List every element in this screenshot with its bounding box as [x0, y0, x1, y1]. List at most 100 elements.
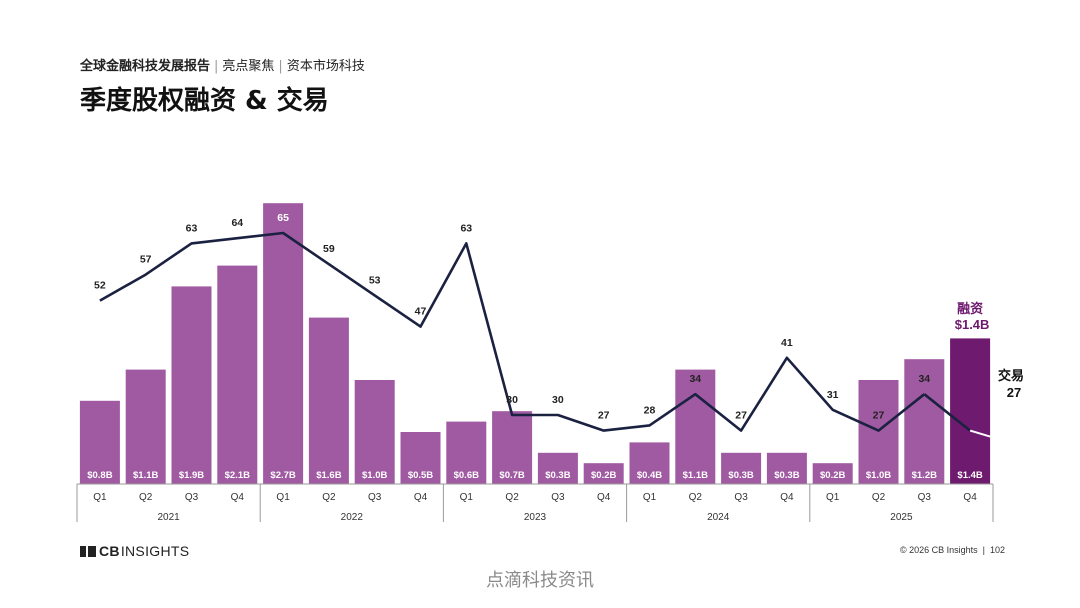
logo-text: INSIGHTS: [120, 543, 190, 559]
funding-bar: [721, 452, 762, 484]
deals-callout-leader: [969, 429, 991, 438]
quarter-tick-label: Q3: [185, 492, 199, 503]
deals-line: [99, 231, 926, 432]
deals-callout-label: 交易: [998, 368, 1024, 384]
funding-bar: [675, 369, 716, 484]
deals-line-last-segment: [923, 393, 971, 432]
deals-callout-value: 27: [1007, 385, 1021, 400]
quarter-tick-label: Q1: [276, 492, 290, 503]
funding-bar: [583, 463, 624, 484]
funding-bar-label: $2.7B: [270, 470, 295, 481]
deal-count-label: 53: [369, 274, 381, 286]
quarter-tick-label: Q3: [734, 492, 748, 503]
deal-count-label: 63: [460, 222, 472, 234]
cb-insights-logo: CB INSIGHTS: [80, 543, 189, 559]
deal-count-label: 27: [598, 410, 610, 422]
year-tick-label: 2021: [157, 512, 180, 523]
deal-count-label: 47: [415, 306, 427, 318]
funding-bar-label: $0.2B: [591, 470, 616, 481]
deal-count-label: 27: [735, 410, 747, 422]
deal-count-label: 30: [552, 394, 564, 406]
funding-bar: [79, 400, 120, 484]
funding-bar: [629, 442, 670, 484]
funding-bar-label: $0.3B: [728, 470, 753, 481]
funding-bar: [171, 286, 212, 484]
funding-bar-label: $1.0B: [866, 470, 891, 481]
page-title: 季度股权融资 & 交易: [80, 86, 329, 116]
funding-bar: [446, 421, 487, 484]
funding-bar: [217, 265, 258, 484]
deal-count-label: 52: [94, 280, 106, 292]
deal-count-label: 65: [277, 212, 289, 224]
year-tick-label: 2025: [890, 512, 913, 523]
quarter-tick-label: Q2: [322, 492, 336, 503]
funding-bar: [308, 317, 349, 484]
funding-bar: [766, 452, 807, 484]
quarter-tick-label: Q1: [826, 492, 840, 503]
funding-bar-label: $0.3B: [545, 470, 570, 481]
deal-count-label: 64: [231, 217, 243, 229]
quarter-tick-label: Q4: [414, 492, 428, 503]
funding-bar-label: $1.2B: [912, 470, 937, 481]
funding-bar-label: $0.3B: [774, 470, 799, 481]
header-separator: |: [214, 59, 219, 74]
funding-bar-label: $0.6B: [454, 470, 479, 481]
header-separator: |: [278, 59, 283, 74]
funding-callout-label: 融资: [957, 301, 983, 317]
funding-bar-label: $1.0B: [362, 470, 387, 481]
quarter-tick-label: Q3: [368, 492, 382, 503]
quarter-tick-label: Q1: [93, 492, 107, 503]
quarter-tick-label: Q4: [780, 492, 794, 503]
funding-bar-label: $0.4B: [637, 470, 662, 481]
deal-count-label: 30: [506, 394, 518, 406]
quarter-tick-label: Q3: [551, 492, 565, 503]
funding-bar: [354, 380, 395, 484]
deal-count-label: 41: [781, 337, 793, 349]
funding-bar: [400, 432, 441, 484]
deal-count-label: 63: [186, 222, 198, 234]
deal-count-label: 34: [689, 373, 701, 385]
quarter-tick-label: Q4: [597, 492, 611, 503]
funding-bar: [904, 359, 945, 484]
page-number: 102: [989, 545, 1005, 555]
deal-count-label: 59: [323, 243, 335, 255]
quarter-tick-label: Q1: [643, 492, 657, 503]
year-tick-label: 2023: [524, 512, 547, 523]
funding-bar: [492, 411, 533, 484]
funding-deals-chart: $0.8B $1.1B $1.9B $2.1B $2.7B $1.6B $1.0B $0.5B…: [76, 203, 1024, 523]
quarter-tick-label: Q4: [231, 492, 245, 503]
funding-bar-label: $1.1B: [683, 470, 708, 481]
quarter-tick-label: Q3: [918, 492, 932, 503]
funding-bar-label: $0.7B: [499, 470, 524, 481]
copyright-text: © 2026 CB Insights: [899, 545, 978, 555]
logo-bold-text: CB: [99, 543, 120, 559]
funding-bar-label: $0.2B: [820, 470, 845, 481]
quarter-tick-label: Q4: [963, 492, 977, 503]
funding-callout-value: $1.4B: [955, 317, 990, 332]
copyright: © 2026 CB Insights | 102: [899, 545, 1005, 555]
watermark: 点滴科技资讯: [486, 570, 594, 591]
funding-bar-label: $0.8B: [87, 470, 112, 481]
deal-count-label: 57: [140, 254, 152, 266]
quarter-tick-label: Q2: [139, 492, 153, 503]
quarter-tick-label: Q2: [689, 492, 703, 503]
deal-count-label: 34: [918, 373, 930, 385]
quarter-tick-label: Q2: [505, 492, 519, 503]
deal-count-label: 27: [873, 410, 885, 422]
report-header: 全球金融科技发展报告 | 亮点聚焦 | 资本市场科技: [80, 55, 365, 74]
funding-bar-label: $1.4B: [957, 470, 982, 481]
funding-bar: [537, 452, 578, 484]
funding-bar: [263, 203, 304, 484]
funding-bar-label: $1.1B: [133, 470, 158, 481]
year-tick-label: 2024: [707, 512, 730, 523]
funding-bar: [812, 463, 853, 484]
deal-count-label: 31: [827, 389, 839, 401]
funding-bar-label: $0.5B: [408, 470, 433, 481]
funding-bar-label: $2.1B: [225, 470, 250, 481]
funding-bar-label: $1.6B: [316, 470, 341, 481]
header-section-highlights: 亮点聚焦: [222, 59, 275, 74]
cb-logo-mark-icon: [80, 545, 96, 557]
year-tick-label: 2022: [341, 512, 364, 523]
quarter-tick-label: Q1: [460, 492, 474, 503]
funding-bar-label: $1.9B: [179, 470, 204, 481]
